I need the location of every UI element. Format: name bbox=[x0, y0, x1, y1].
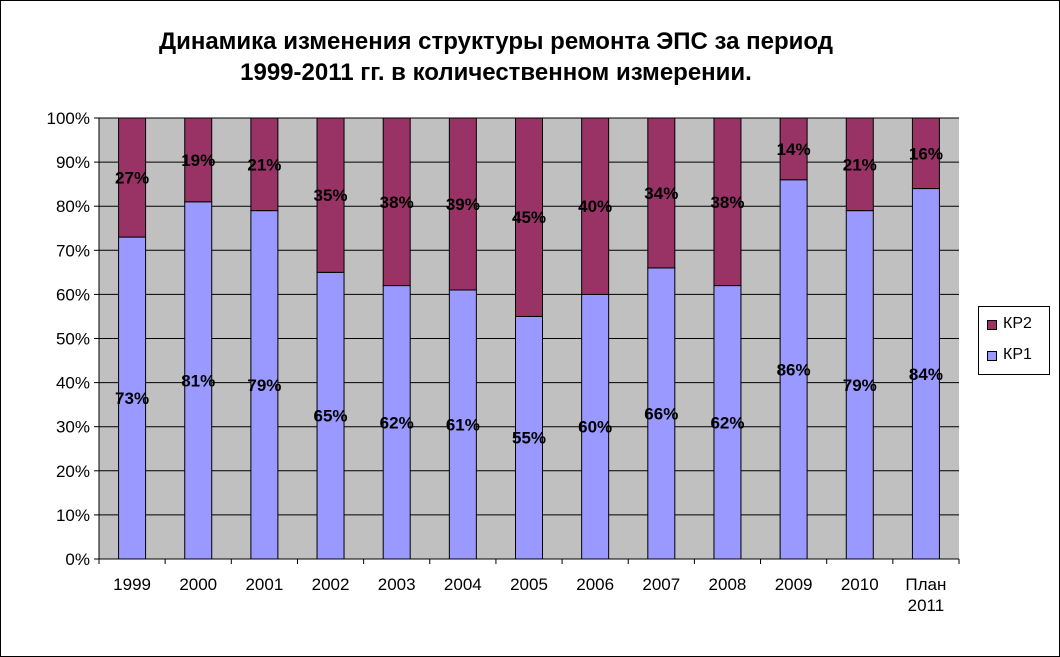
bar-kr1 bbox=[118, 236, 147, 560]
x-tick-label: 2011 bbox=[908, 596, 945, 615]
bar-kr2 bbox=[448, 117, 477, 291]
data-label-kr1: 79% bbox=[843, 376, 877, 395]
bar-kr1 bbox=[581, 293, 610, 560]
x-tick-label: 2007 bbox=[642, 575, 680, 594]
y-tick-label: 30% bbox=[56, 418, 90, 437]
x-tick-label: План bbox=[905, 575, 946, 594]
y-tick-label: 70% bbox=[56, 241, 90, 260]
data-label-kr2: 45% bbox=[512, 208, 546, 227]
data-label-kr1: 66% bbox=[644, 404, 678, 423]
bar-kr2 bbox=[250, 117, 279, 212]
data-label-kr2: 27% bbox=[115, 169, 149, 188]
data-label-kr2: 40% bbox=[578, 197, 612, 216]
bar-kr2 bbox=[184, 117, 213, 203]
bar-kr1 bbox=[316, 271, 345, 560]
bar-kr2 bbox=[515, 117, 543, 317]
data-label-kr1: 86% bbox=[777, 360, 811, 379]
y-tick-label: 50% bbox=[56, 330, 90, 349]
y-tick-label: 100% bbox=[47, 109, 90, 128]
x-tick-label: 1999 bbox=[113, 575, 151, 594]
bar-kr2 bbox=[316, 117, 345, 273]
data-label-kr1: 60% bbox=[578, 418, 612, 437]
legend-swatch-kr1 bbox=[987, 351, 997, 361]
data-label-kr2: 14% bbox=[777, 140, 811, 159]
y-tick-label: 40% bbox=[56, 374, 90, 393]
y-tick-label: 80% bbox=[56, 197, 90, 216]
y-tick-label: 60% bbox=[56, 285, 90, 304]
data-label-kr2: 38% bbox=[710, 193, 744, 212]
bar-kr1 bbox=[515, 315, 543, 560]
chart-title-line-2: 1999-2011 гг. в количественном измерении… bbox=[240, 59, 752, 86]
data-label-kr1: 65% bbox=[314, 407, 348, 426]
data-label-kr2: 39% bbox=[446, 195, 480, 214]
legend-label-kr2: КР2 bbox=[1003, 315, 1032, 332]
y-tick-label: 20% bbox=[56, 462, 90, 481]
data-label-kr2: 35% bbox=[314, 186, 348, 205]
data-label-kr1: 61% bbox=[446, 415, 480, 434]
chart-title-line-1: Динамика изменения структуры ремонта ЭПС… bbox=[158, 28, 834, 55]
bar-kr2 bbox=[382, 117, 411, 287]
bar-kr2 bbox=[911, 117, 940, 190]
y-tick-label: 0% bbox=[65, 550, 90, 569]
x-tick-label: 2009 bbox=[775, 575, 813, 594]
bar-kr2 bbox=[779, 117, 808, 181]
data-label-kr2: 19% bbox=[181, 151, 215, 170]
x-tick-label: 2004 bbox=[444, 575, 482, 594]
data-label-kr2: 16% bbox=[909, 144, 943, 163]
bar-kr2 bbox=[581, 117, 610, 295]
data-label-kr2: 21% bbox=[247, 155, 281, 174]
legend: КР2 КР1 bbox=[978, 306, 1050, 375]
x-tick-label: 2000 bbox=[179, 575, 217, 594]
bar-kr1 bbox=[250, 210, 279, 560]
bar-kr2 bbox=[647, 117, 676, 269]
bar-kr2 bbox=[845, 117, 874, 212]
bar-kr1 bbox=[448, 289, 477, 560]
data-label-kr1: 79% bbox=[247, 376, 281, 395]
bar-kr1 bbox=[382, 285, 411, 560]
data-label-kr1: 73% bbox=[115, 389, 149, 408]
legend-label-kr1: КР1 bbox=[1003, 346, 1032, 363]
x-tick-label: 2006 bbox=[576, 575, 614, 594]
y-tick-label: 90% bbox=[56, 153, 90, 172]
bar-kr2 bbox=[118, 117, 147, 238]
data-label-kr2: 34% bbox=[644, 184, 678, 203]
data-label-kr1: 62% bbox=[380, 413, 414, 432]
x-tick-label: 2003 bbox=[378, 575, 416, 594]
x-tick-label: 2010 bbox=[841, 575, 879, 594]
bar-kr1 bbox=[911, 188, 940, 560]
bar-kr1 bbox=[184, 201, 213, 560]
data-label-kr1: 62% bbox=[710, 413, 744, 432]
legend-swatch-kr2 bbox=[987, 320, 997, 330]
data-label-kr2: 21% bbox=[843, 155, 877, 174]
y-tick-label: 10% bbox=[56, 506, 90, 525]
bar-kr2 bbox=[713, 117, 742, 287]
x-tick-label: 2001 bbox=[245, 575, 283, 594]
x-tick-label: 2002 bbox=[312, 575, 350, 594]
data-label-kr1: 81% bbox=[181, 371, 215, 390]
data-label-kr2: 38% bbox=[380, 193, 414, 212]
x-tick-label: 2008 bbox=[709, 575, 747, 594]
data-label-kr1: 55% bbox=[512, 429, 546, 448]
x-tick-label: 2005 bbox=[510, 575, 548, 594]
data-label-kr1: 84% bbox=[909, 365, 943, 384]
